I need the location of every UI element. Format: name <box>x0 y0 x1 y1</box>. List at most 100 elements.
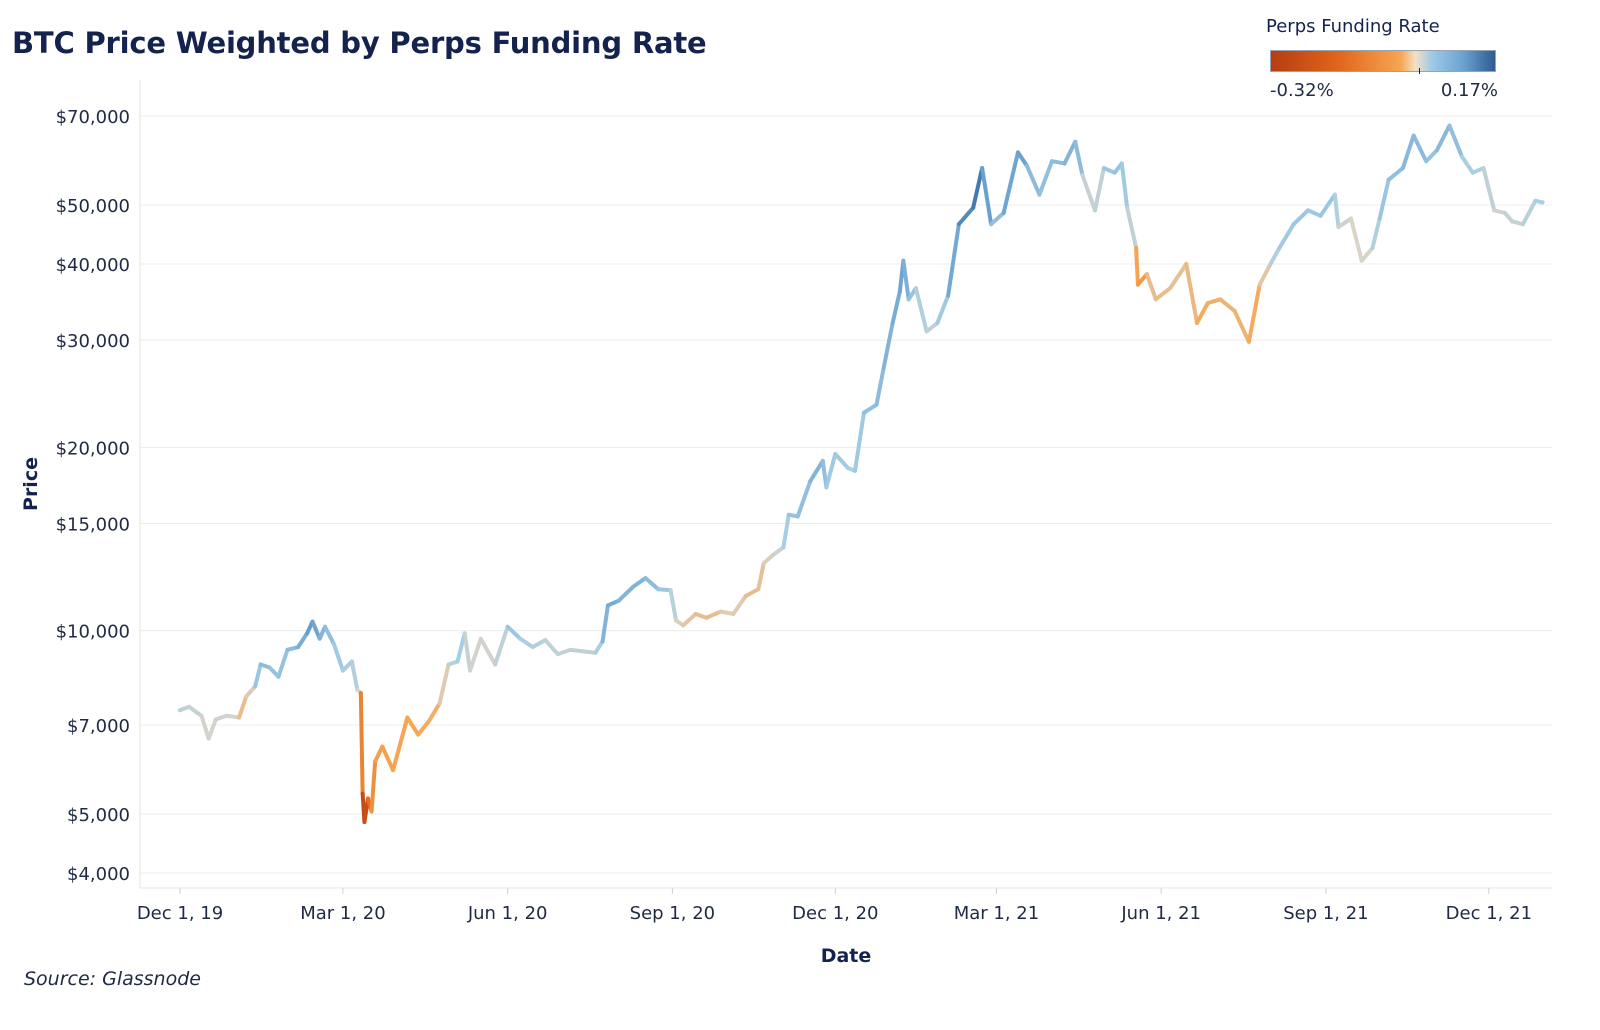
price-segment <box>1386 166 1405 182</box>
price-segment <box>323 624 336 647</box>
price-segment <box>656 587 673 593</box>
price-segment <box>971 166 985 210</box>
price-segment <box>924 321 940 334</box>
price-segment <box>704 609 723 620</box>
y-tick-label: $40,000 <box>56 255 130 276</box>
price-segment <box>1411 133 1429 164</box>
price-segment <box>1424 148 1439 164</box>
price-segment <box>643 576 661 592</box>
price-segment <box>980 166 994 227</box>
price-segment <box>795 479 813 519</box>
price-segment <box>426 701 442 724</box>
x-axis-title: Date <box>821 945 872 967</box>
price-segment <box>881 321 895 370</box>
price-segment <box>224 713 242 720</box>
price-segment <box>630 576 648 589</box>
y-tick-label: $10,000 <box>56 622 130 643</box>
price-segment <box>1533 198 1545 205</box>
price-segment <box>1073 139 1085 178</box>
price-segment <box>1037 159 1054 197</box>
price-segment <box>956 205 976 227</box>
price-segment <box>373 744 385 764</box>
x-tick-label: Sep 1, 20 <box>630 903 715 924</box>
x-tick-label: Dec 1, 20 <box>792 903 878 924</box>
price-segment <box>770 545 786 558</box>
price-segment <box>824 452 838 490</box>
x-tick-label: Jun 1, 20 <box>467 903 548 924</box>
price-segment <box>1205 297 1223 306</box>
price-segment <box>1134 245 1140 287</box>
price-segment <box>1332 192 1341 230</box>
price-segment <box>505 624 523 641</box>
source-note: Source: Glassnode <box>24 968 201 990</box>
price-segment <box>468 636 483 673</box>
price-segment <box>1359 245 1375 263</box>
price-segment <box>296 631 310 650</box>
price-segment <box>616 584 635 603</box>
price-segment <box>1119 161 1130 210</box>
price-segment <box>1024 163 1042 197</box>
price-segment <box>1377 177 1391 221</box>
price-segment <box>518 636 535 650</box>
price-segment <box>1257 262 1273 287</box>
price-segment <box>1277 222 1296 250</box>
price-segment <box>405 715 421 737</box>
price-segment <box>935 293 951 326</box>
x-tick-label: Dec 1, 21 <box>1446 903 1532 924</box>
color-legend: Perps Funding Rate -0.32% 0.17% <box>1258 16 1508 106</box>
price-segment <box>913 286 929 334</box>
price-segment <box>530 638 548 650</box>
price-segment <box>380 744 396 773</box>
price-segment <box>1434 123 1452 153</box>
price-segment <box>781 512 791 550</box>
x-tick-label: Sep 1, 21 <box>1283 903 1368 924</box>
price-segment <box>1481 166 1497 213</box>
price-segment <box>253 662 263 689</box>
legend-min-label: -0.32% <box>1270 80 1334 101</box>
price-segment <box>989 211 1006 227</box>
price-segment <box>1447 123 1464 159</box>
price-segment <box>1318 192 1337 218</box>
price-segment <box>756 561 766 592</box>
price-segment <box>1153 286 1173 302</box>
price-series <box>178 123 1545 825</box>
price-segment <box>1400 133 1416 171</box>
price-segment <box>358 691 365 796</box>
legend-max-label: 0.17% <box>1440 80 1498 101</box>
price-segment <box>555 647 573 657</box>
y-axis-title: Price <box>20 457 42 511</box>
price-segment <box>1125 205 1139 250</box>
price-segment <box>244 684 258 699</box>
price-segment <box>718 609 736 617</box>
price-segment <box>369 759 378 814</box>
price-segment <box>437 662 451 706</box>
price-segment <box>1168 262 1189 291</box>
price-segment <box>1291 208 1311 227</box>
chart-title: BTC Price Weighted by Perps Funding Rate <box>12 26 707 60</box>
price-segment <box>462 631 473 673</box>
price-segment <box>1459 154 1475 175</box>
legend-gradient-bar <box>1270 50 1496 72</box>
price-segment <box>478 636 498 667</box>
price-segment <box>1370 216 1382 250</box>
price-segment <box>890 289 902 326</box>
price-segment <box>1232 308 1251 344</box>
price-segment <box>833 452 850 470</box>
price-segment <box>493 624 510 667</box>
price-segment <box>853 410 866 473</box>
x-tick-label: Dec 1, 19 <box>137 903 223 924</box>
price-segment <box>1062 139 1078 166</box>
price-segment <box>1268 245 1282 267</box>
price-segment <box>416 719 431 737</box>
price-segment <box>946 222 961 298</box>
price-segment <box>186 704 204 718</box>
price-segment <box>237 694 249 720</box>
price-segment <box>1144 272 1158 302</box>
price-segment <box>310 619 322 641</box>
price-segment <box>761 553 775 566</box>
y-tick-label: $15,000 <box>56 514 130 535</box>
x-tick-label: Mar 1, 20 <box>300 903 385 924</box>
price-segment <box>668 588 678 623</box>
price-segment <box>1348 216 1364 263</box>
price-segment <box>276 647 290 679</box>
